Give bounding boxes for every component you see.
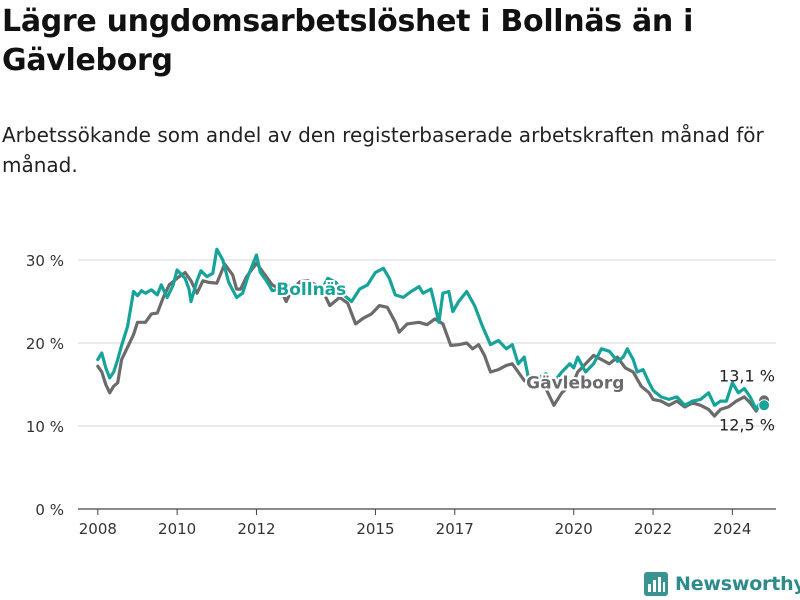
end-point	[758, 399, 771, 412]
series-label: Bollnäs	[276, 280, 346, 300]
end-value-label: 12,5 %	[719, 415, 775, 434]
y-tick-label: 10 %	[26, 418, 64, 436]
newsworthy-logo: Newsworthy	[644, 570, 800, 598]
x-tick-label: 2010	[158, 520, 196, 538]
series-label: Gävleborg	[526, 374, 624, 394]
series-line-bollns	[96, 247, 766, 411]
chart-subtitle: Arbetssökande som andel av den registerb…	[2, 123, 764, 177]
x-tick-label: 2017	[436, 520, 474, 538]
x-tick-label: 2024	[713, 520, 751, 538]
x-tick-label: 2012	[237, 520, 275, 538]
y-tick-label: 30 %	[26, 252, 64, 270]
y-tick-label: 20 %	[26, 335, 64, 353]
x-tick-label: 2020	[555, 520, 593, 538]
x-tick-label: 2008	[79, 520, 117, 538]
x-tick-label: 2022	[634, 520, 672, 538]
bar-chart-icon	[644, 572, 668, 596]
logo-text: Newsworthy	[675, 573, 800, 595]
y-tick-label: 0 %	[35, 501, 64, 519]
chart-title: Lägre ungdomsarbetslöshet i Bollnäs än i…	[2, 4, 694, 78]
series-line-gvleborg	[96, 261, 766, 418]
x-tick-label: 2015	[356, 520, 394, 538]
end-value-label: 13,1 %	[719, 366, 775, 385]
